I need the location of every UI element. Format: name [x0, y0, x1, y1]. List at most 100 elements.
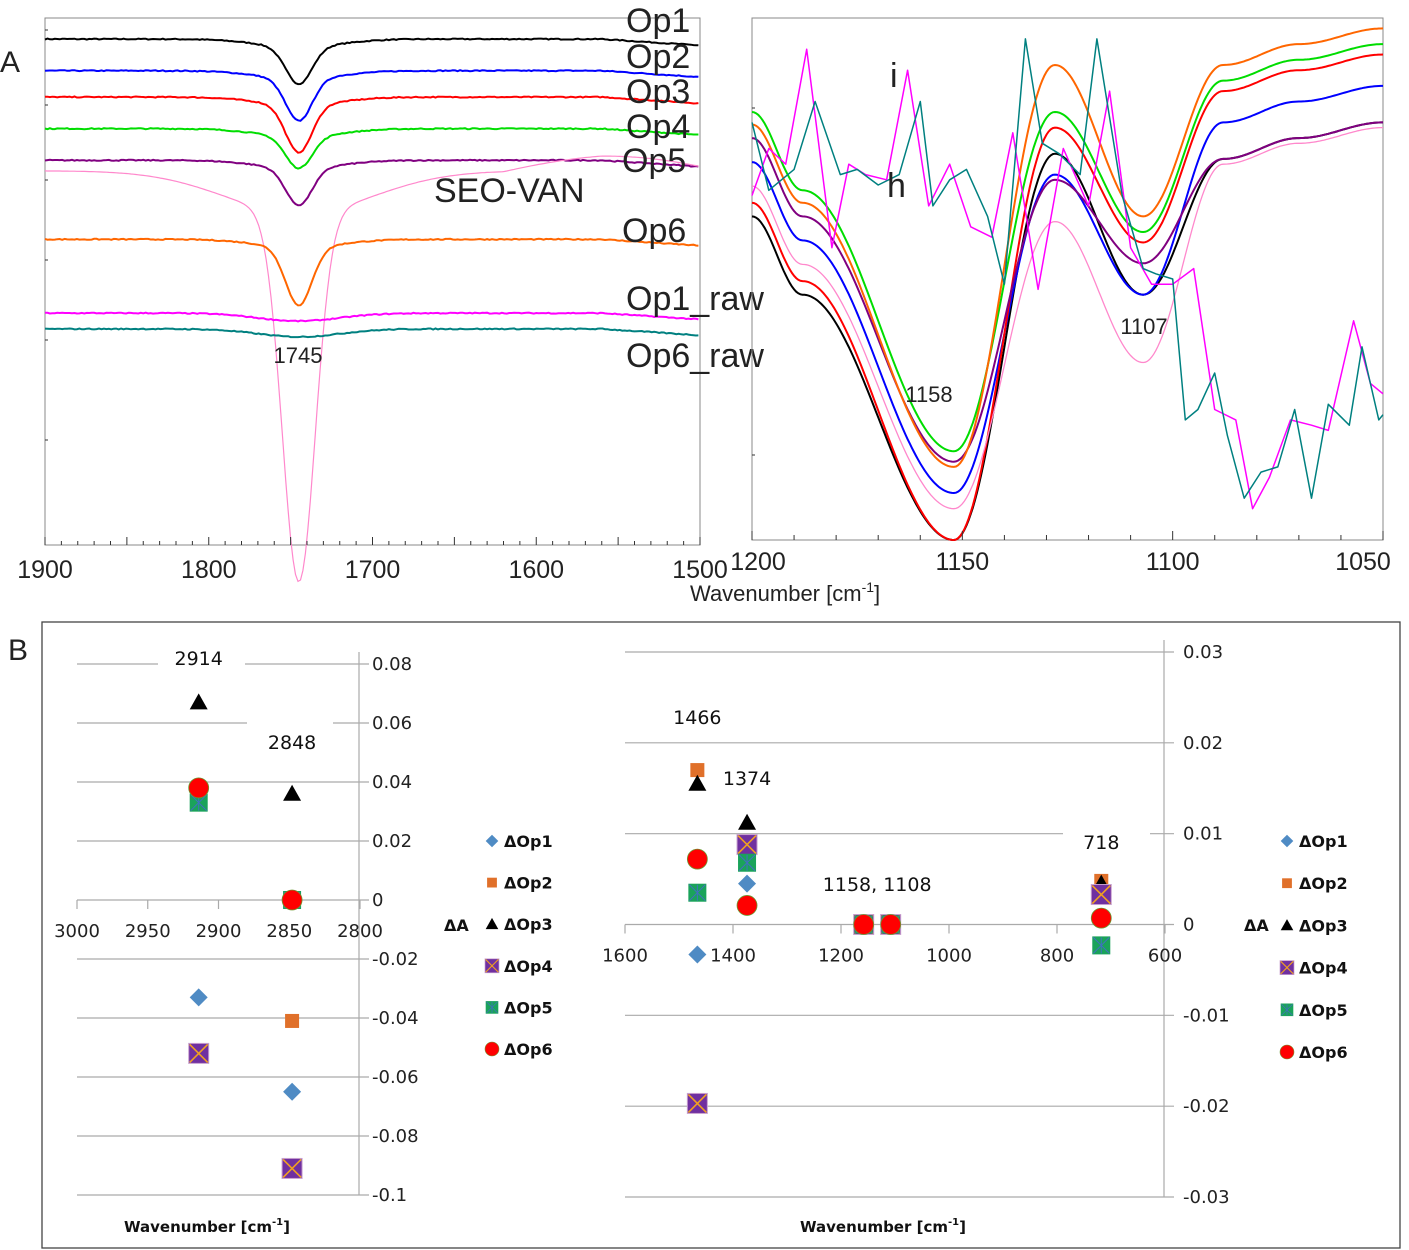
trace-label-op5: Op5 [622, 142, 686, 180]
x-mark [282, 1158, 302, 1179]
y-tick-label-0-03: -0.03 [1183, 1187, 1230, 1208]
legend-label-op3: ΔOp3 [1299, 916, 1348, 935]
triangle-marker [189, 693, 208, 710]
annotation-i: i [890, 57, 898, 95]
y-axis-title-delta-a: ΔA [444, 916, 469, 935]
y-tick-label-0-01: -0.01 [1183, 1005, 1230, 1026]
legend-symbol-op2 [487, 877, 497, 888]
legend-symbol-op1 [485, 834, 499, 848]
annotation-1374: 1374 [723, 768, 771, 790]
point-op2-2848 [285, 1013, 300, 1028]
legend-marker-op3 [485, 917, 499, 930]
trace-a-left-op5 [44, 158, 699, 207]
circle-marker [853, 914, 875, 935]
circle-marker [484, 1041, 500, 1057]
circle-marker [1090, 907, 1112, 929]
legend-marker-op3 [1280, 919, 1294, 931]
annotation-1466: 1466 [673, 707, 721, 729]
x-mark [687, 1093, 707, 1114]
trace-a-left-op4 [44, 127, 699, 170]
trace-a-right-op5 [751, 121, 1383, 463]
point-op3-2848 [283, 784, 302, 801]
point-op1-1466 [688, 945, 707, 964]
point-op6-1158 [853, 914, 875, 935]
legend-marker-op5 [485, 1001, 499, 1014]
trace-a-left-op2 [44, 69, 699, 122]
legend-label-op2: ΔOp2 [504, 874, 553, 893]
x-mark [1091, 884, 1111, 905]
diamond-marker [283, 1082, 302, 1101]
circle-marker [188, 777, 210, 799]
point-op1-1374 [738, 874, 757, 893]
legend-symbol-op2 [1282, 878, 1292, 889]
x-tick-label-1500: 1500 [672, 556, 728, 584]
circle-marker [686, 848, 708, 870]
annotation-2914: 2914 [175, 648, 223, 670]
panel-b-right-x-axis-title: Wavenumber [cm-1] [800, 1217, 966, 1236]
panel-a-right-plot: 1200 1150 1100 1050 i h 1158 1107 [730, 17, 1391, 576]
legend-label-op6: ΔOp6 [1299, 1043, 1348, 1062]
trace-label-op2: Op2 [626, 38, 690, 76]
trace-a-right-seo-van [751, 126, 1383, 510]
panel-a-right-frame [751, 17, 1384, 541]
triangle-marker [738, 813, 757, 830]
trace-a-right-op2 [751, 84, 1383, 495]
legend-marker-op1 [485, 834, 499, 848]
legend-symbol-op3 [1280, 919, 1294, 931]
legend-label-op5: ΔOp5 [1299, 1001, 1348, 1020]
legend-marker-op4 [1279, 960, 1295, 975]
y-tick-label-0-08: -0.08 [372, 1126, 419, 1147]
x-tick-label-1900: 1900 [17, 556, 73, 584]
x-tick-label-1200: 1200 [818, 946, 864, 967]
y-tick-label-0-03: 0.03 [1183, 642, 1223, 663]
legend-label-op4: ΔOp4 [1299, 959, 1348, 978]
x-tick-label-1700: 1700 [345, 556, 401, 584]
circle-marker [736, 895, 758, 916]
point-op6-1374 [736, 895, 758, 916]
legend-label-op6: ΔOp6 [504, 1040, 553, 1059]
annotation-2848: 2848 [268, 732, 316, 754]
panel-b-left-x-axis-title: Wavenumber [cm-1] [124, 1217, 290, 1236]
y-tick-label-0-04: -0.04 [372, 1008, 419, 1029]
trace-label-op3: Op3 [626, 73, 690, 111]
legend-marker-op4 [484, 958, 500, 974]
trace-label-op6-raw: Op6_raw [626, 337, 764, 375]
legend-marker-op2 [487, 877, 497, 888]
trace-a-right-op6-raw [751, 38, 1384, 499]
point-op1-2914 [189, 988, 208, 1007]
annotation-1745: 1745 [274, 343, 323, 368]
y-tick-label-0-1: -0.1 [372, 1185, 407, 1206]
panel-label-a: A [0, 46, 20, 79]
point-op5-718 [1092, 936, 1111, 955]
x-tick-label-2950: 2950 [125, 921, 171, 942]
circle-marker [880, 914, 902, 935]
point-op3-2914 [189, 693, 208, 710]
annotation-1158-1108: 1158, 1108 [823, 874, 932, 896]
y-tick-label-0-02: 0.02 [372, 831, 412, 852]
trace-label-op1-raw: Op1_raw [626, 280, 764, 318]
x-tick-label-1400: 1400 [710, 946, 756, 967]
trace-a-left-seo-van [44, 155, 699, 583]
legend-marker-op2 [1282, 878, 1292, 889]
x-tick-label-1200: 1200 [730, 548, 786, 576]
annotation-718: 718 [1083, 832, 1119, 854]
x-tick-label-1150: 1150 [935, 548, 989, 576]
annotation-h: h [887, 167, 906, 205]
x-tick-label-2800: 2800 [337, 921, 383, 942]
legend-symbol-op6 [484, 1041, 500, 1057]
trace-a-left-op1 [44, 37, 699, 86]
circle-marker [1279, 1044, 1295, 1060]
diamond-marker [485, 834, 499, 848]
y-tick-label-0-01: 0.01 [1183, 824, 1223, 845]
legend-symbol-op6 [1279, 1044, 1295, 1060]
square-marker [1282, 878, 1292, 889]
x-tick-label-1800: 1800 [181, 556, 237, 584]
x-tick-label-3000: 3000 [54, 921, 100, 942]
diamond-marker [1280, 834, 1294, 848]
y-axis-title-delta-a: ΔA [1244, 916, 1269, 935]
annotation-seo-van: SEO-VAN [434, 172, 585, 210]
legend-marker-op6 [484, 1041, 500, 1057]
legend-symbol-op3 [485, 917, 499, 930]
